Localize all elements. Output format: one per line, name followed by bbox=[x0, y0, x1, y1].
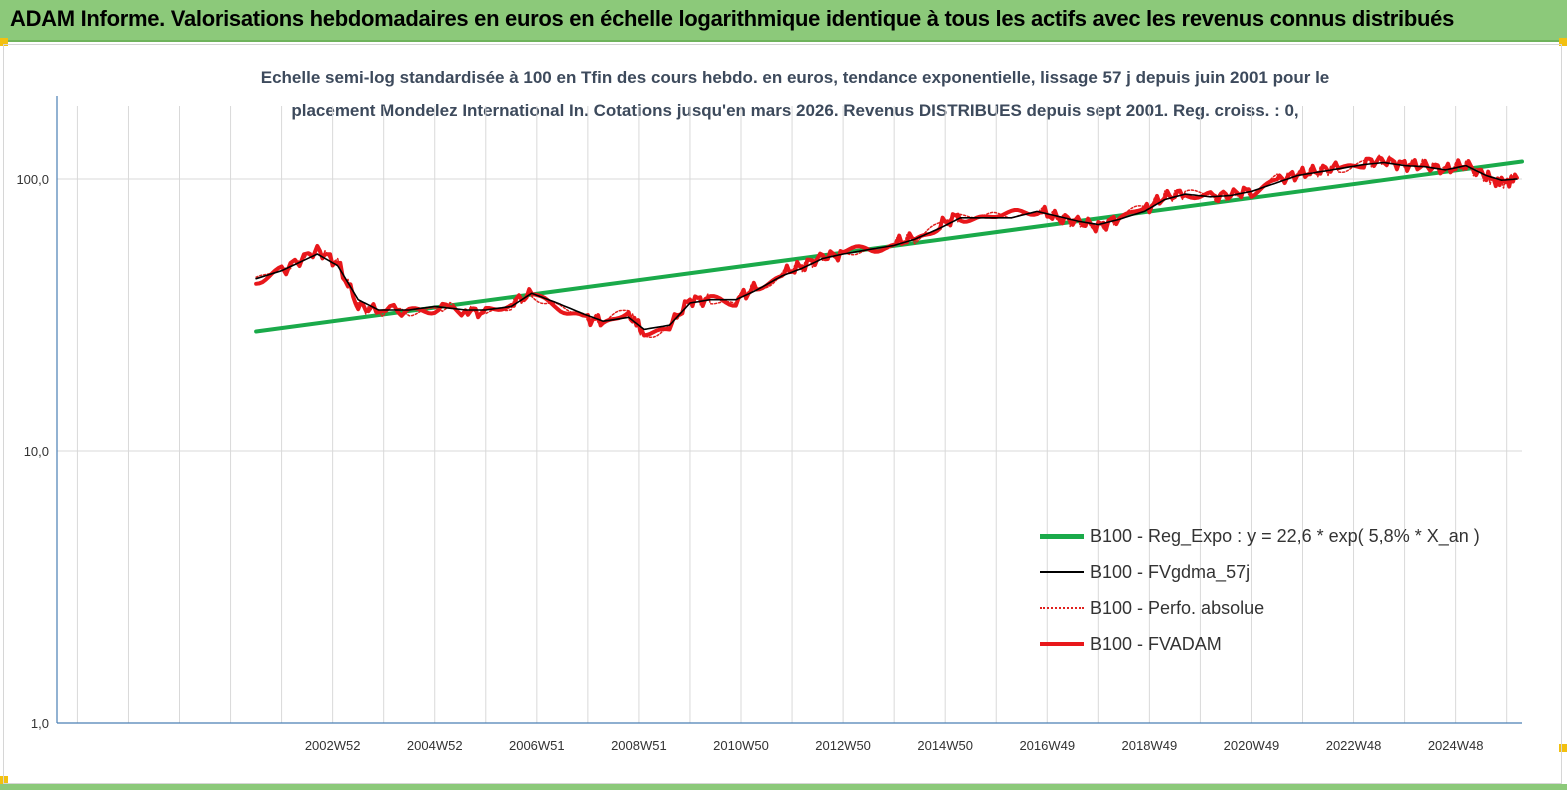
x-tick-label-4: 2010W50 bbox=[713, 738, 769, 753]
corner-marker-bottom-right bbox=[1559, 744, 1567, 752]
y-tick-label-2: 100,0 bbox=[16, 172, 49, 187]
series-lines bbox=[254, 154, 1524, 339]
x-tick-label-7: 2016W49 bbox=[1019, 738, 1075, 753]
legend-item-fvgdma: B100 - FVgdma_57j bbox=[1040, 554, 1480, 590]
y-tick-label-1: 10,0 bbox=[24, 444, 49, 459]
legend-label-reg-expo: B100 - Reg_Expo : y = 22,6 * exp( 5,8% *… bbox=[1090, 525, 1480, 546]
corner-marker-top-left bbox=[0, 38, 8, 46]
x-tick-label-5: 2012W50 bbox=[815, 738, 871, 753]
x-tick-label-2: 2006W51 bbox=[509, 738, 565, 753]
page-title: ADAM Informe. Valorisations hebdomadaire… bbox=[10, 6, 1455, 31]
legend-swatch-perfo bbox=[1040, 607, 1084, 609]
title-banner: ADAM Informe. Valorisations hebdomadaire… bbox=[0, 0, 1567, 42]
corner-marker-top-right bbox=[1559, 38, 1567, 46]
chart-title-line-1: Echelle semi-log standardisée à 100 en T… bbox=[260, 68, 1330, 87]
legend-item-reg-expo: B100 - Reg_Expo : y = 22,6 * exp( 5,8% *… bbox=[1040, 518, 1480, 554]
legend-item-perfo: B100 - Perfo. absolue bbox=[1040, 590, 1480, 626]
series-line-1 bbox=[255, 161, 1518, 331]
x-tick-label-8: 2018W49 bbox=[1122, 738, 1178, 753]
legend-label-perfo: B100 - Perfo. absolue bbox=[1090, 597, 1265, 618]
x-tick-label-3: 2008W51 bbox=[611, 738, 667, 753]
chart-frame bbox=[3, 44, 1562, 784]
legend-item-fvadam: B100 - FVADAM bbox=[1040, 626, 1480, 662]
x-tick-label-9: 2020W49 bbox=[1224, 738, 1280, 753]
legend: B100 - Reg_Expo : y = 22,6 * exp( 5,8% *… bbox=[1040, 518, 1480, 662]
x-tick-label-6: 2014W50 bbox=[917, 738, 973, 753]
legend-label-fvgdma: B100 - FVgdma_57j bbox=[1090, 561, 1251, 582]
axes: 1,0 10,0 100,0 2002W52 2004W52 2006W51 2008W51… bbox=[16, 96, 1522, 753]
bottom-bar bbox=[0, 784, 1567, 790]
chart-plot: 1,0 10,0 100,0 2002W52 2004W52 2006W51 2008W51… bbox=[16, 96, 1524, 753]
legend-swatch-fvadam bbox=[1040, 642, 1084, 646]
legend-swatch-reg-expo bbox=[1040, 533, 1084, 539]
x-tick-label-1: 2004W52 bbox=[407, 738, 463, 753]
x-tick-label-0: 2002W52 bbox=[305, 738, 361, 753]
x-tick-label-10: 2022W48 bbox=[1326, 738, 1382, 753]
x-tick-label-11: 2024W48 bbox=[1428, 738, 1484, 753]
legend-label-fvadam: B100 - FVADAM bbox=[1090, 633, 1222, 654]
legend-swatch-fvgdma bbox=[1040, 571, 1084, 573]
y-tick-label-0: 1,0 bbox=[31, 716, 49, 731]
corner-marker-bottom-left bbox=[0, 776, 8, 784]
